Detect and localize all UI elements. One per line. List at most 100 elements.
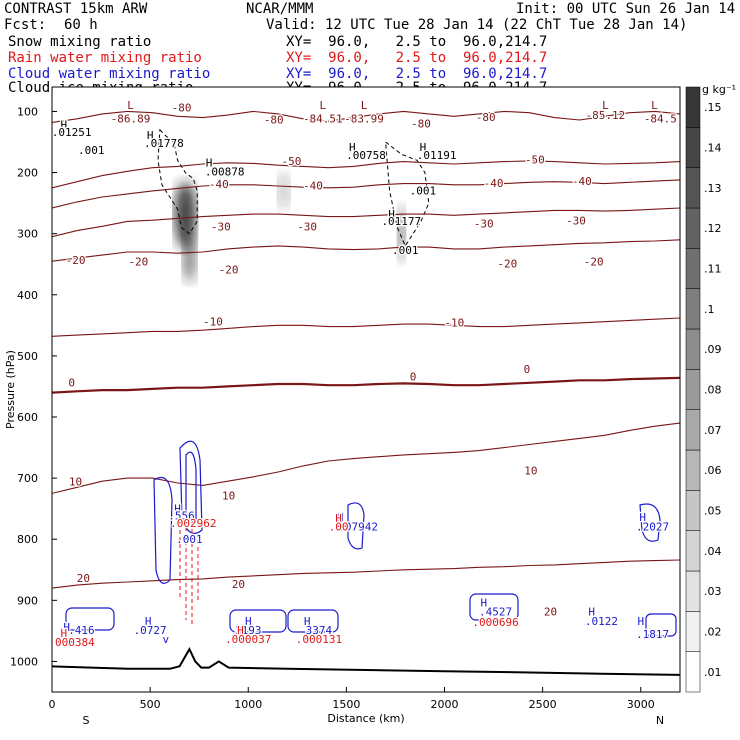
cloud-water-layer [65, 440, 677, 637]
field-xy-snow: XY= 96.0, 2.5 to 96.0,214.7 [286, 34, 548, 50]
contour-label: -20 [128, 255, 148, 268]
y-tick-label: 600 [17, 411, 38, 424]
contour-label: .00758 [346, 149, 386, 162]
snow-shading [277, 172, 290, 210]
contour-label: L [361, 99, 368, 112]
contour-label: -86.89 [111, 112, 151, 125]
forecast-label: Fcst: [4, 17, 47, 33]
contour-label: -40 [303, 180, 323, 193]
contour-label: -80 [264, 114, 284, 127]
contour-label: .001 [392, 244, 419, 257]
colorbar-tick-label: .05 [704, 505, 722, 518]
contour-label: L [127, 99, 134, 112]
contour-label: .01191 [417, 149, 457, 162]
colorbar-tick-label: .14 [704, 142, 722, 155]
contour-label: 3193 [235, 624, 262, 637]
contour-label: 10 [222, 490, 235, 503]
contour-label: .000131 [296, 633, 342, 646]
y-tick-label: 900 [17, 594, 38, 607]
colorbar-swatch [685, 127, 701, 168]
colorbar-tick-label: .15 [704, 101, 722, 114]
colorbar-tick-label: .01 [704, 666, 722, 679]
x-tick-label: 2000 [431, 698, 459, 711]
x-tick-label: 500 [140, 698, 161, 711]
north-label: N [656, 714, 664, 727]
contour-label: -80 [411, 117, 431, 130]
contour-label: -10 [444, 317, 464, 330]
rain-water-layer [179, 515, 199, 625]
terrain-surface [52, 647, 680, 676]
contour-label: H [174, 502, 181, 515]
contour-label: .002962 [170, 517, 216, 530]
cloud-ice-contour [157, 128, 198, 235]
contour-label: 3374 [306, 624, 333, 637]
colorbar-unit: g kg⁻¹ [702, 83, 736, 96]
contour-label: H [588, 606, 595, 619]
forecast-value: 60 h [64, 17, 98, 33]
contour-label: H [304, 615, 311, 628]
contour-label: H [420, 141, 427, 154]
colorbar-tick-label: .03 [704, 585, 722, 598]
contour-label: .416 [68, 624, 95, 637]
isotherm--50 [52, 160, 680, 189]
contour-label: 10 [524, 464, 537, 477]
cloud-water-contour [347, 502, 365, 550]
colorbar-tick-label: .07 [704, 424, 722, 437]
y-tick-label: 200 [17, 167, 38, 180]
y-tick-label: 500 [17, 350, 38, 363]
isotherm--40 [52, 179, 680, 209]
contour-label: H [147, 129, 154, 142]
contour-label: H [60, 627, 67, 640]
field-name-cloud-water: Cloud water mixing ratio [8, 66, 211, 82]
snow-shading [182, 233, 197, 283]
colorbar-swatch [685, 328, 701, 370]
isotherm-0 [52, 376, 680, 394]
x-tick-label: 1500 [332, 698, 360, 711]
x-tick-label: 2500 [529, 698, 557, 711]
cloud-water-contour [65, 607, 115, 631]
contour-label: -85.12 [586, 109, 626, 122]
contour-label: .00 [329, 521, 349, 534]
cloud-ice-layer [157, 128, 430, 247]
colorbar-tick-label: .04 [704, 545, 722, 558]
contour-label: 0 [524, 363, 531, 376]
colorbar-swatch [685, 490, 701, 531]
colorbar: .01 .02 .03 .04 .05 .06 .07 .08 .09 .1 .11 .12 .13 .1… [685, 83, 736, 693]
contour-label: 0 [410, 370, 417, 383]
contour-label: .07942 [338, 521, 378, 534]
contour-label: .0122 [585, 615, 618, 628]
contour-label: 20 [544, 606, 557, 619]
colorbar-tick-label: .09 [704, 343, 722, 356]
contour-label: .4527 [479, 606, 512, 619]
colorbar-tick-label: .13 [704, 182, 722, 195]
chart-title: CONTRAST 15km ARW [4, 1, 148, 17]
plot-frame [51, 86, 681, 693]
contour-label: H [335, 512, 342, 525]
contour-label: .001 [176, 533, 203, 546]
colorbar-tick-label: .02 [704, 626, 722, 639]
contour-label: -84.51 [303, 112, 343, 125]
contour-label: H [237, 624, 244, 637]
colorbar-swatch [685, 369, 701, 410]
colorbar-swatch [685, 86, 701, 128]
contour-label: -83.99 [344, 112, 384, 125]
contour-label: 0 [68, 376, 75, 389]
x-tick-label: 3000 [627, 698, 655, 711]
y-tick-label: 1000 [10, 655, 38, 668]
valid-time: Valid: 12 UTC Tue 28 Jan 14 (22 ChT Tue … [266, 17, 688, 33]
x-tick-label: 0 [49, 698, 56, 711]
contour-label: -40 [572, 175, 592, 188]
contour-label: H [206, 156, 213, 169]
contour-label: .01251 [52, 126, 92, 139]
contour-label: H [60, 119, 67, 132]
contour-label: H [637, 615, 644, 628]
colorbar-swatch [685, 530, 701, 572]
field-name-rain: Rain water mixing ratio [8, 50, 202, 66]
colorbar-tick-label: .06 [704, 464, 722, 477]
contour-label: -20 [584, 255, 604, 268]
contour-label: -50 [525, 153, 545, 166]
colorbar-swatch [685, 449, 701, 491]
axes: 0 500 1000 1500 2000 2500 30001002003004005006… [4, 105, 664, 727]
contour-label: -80 [476, 111, 496, 124]
colorbar-swatch [685, 207, 701, 249]
